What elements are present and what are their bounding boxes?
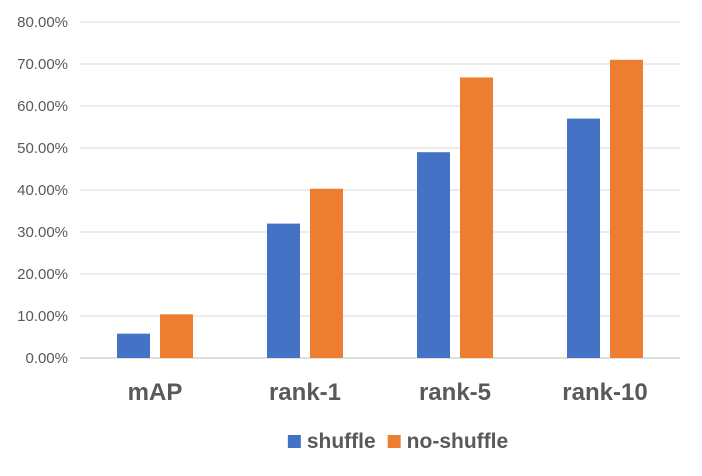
legend: shuffle no-shuffle	[287, 430, 508, 453]
x-category-label: rank-5	[419, 379, 491, 406]
x-category-label: mAP	[128, 379, 183, 406]
legend-item-shuffle: shuffle	[287, 430, 376, 453]
bar-shuffle-mAP	[117, 333, 150, 358]
y-tick-label: 30.00%	[17, 224, 68, 241]
y-tick-label: 40.00%	[17, 182, 68, 199]
x-category-label: rank-1	[269, 379, 341, 406]
bar-no-shuffle-mAP	[160, 314, 193, 358]
bar-no-shuffle-rank-5	[460, 77, 493, 358]
y-tick-label: 50.00%	[17, 140, 68, 157]
bar-shuffle-rank-1	[267, 223, 300, 358]
x-category-label: rank-10	[562, 379, 647, 406]
legend-label: shuffle	[307, 430, 376, 453]
y-tick-label: 80.00%	[17, 14, 68, 31]
bar-no-shuffle-rank-1	[310, 188, 343, 358]
x-axis-category-labels: mAP rank-1 rank-5 rank-10	[128, 379, 648, 406]
bar-shuffle-rank-10	[567, 118, 600, 358]
legend-swatch	[387, 435, 401, 448]
bar-shuffle-rank-5	[417, 152, 450, 358]
y-tick-label: 20.00%	[17, 266, 68, 283]
y-tick-label: 10.00%	[17, 308, 68, 325]
legend-swatch	[287, 435, 301, 448]
legend-item-no-shuffle: no-shuffle	[387, 430, 508, 453]
bars	[117, 59, 643, 359]
y-tick-label: 70.00%	[17, 56, 68, 73]
bar-no-shuffle-rank-10	[610, 59, 643, 359]
y-tick-label: 60.00%	[17, 98, 68, 115]
y-axis-tick-labels: 0.00% 10.00% 20.00% 30.00% 40.00% 50.00% 60.00…	[17, 14, 68, 367]
legend-label: no-shuffle	[407, 430, 508, 453]
y-tick-label: 0.00%	[25, 350, 68, 367]
